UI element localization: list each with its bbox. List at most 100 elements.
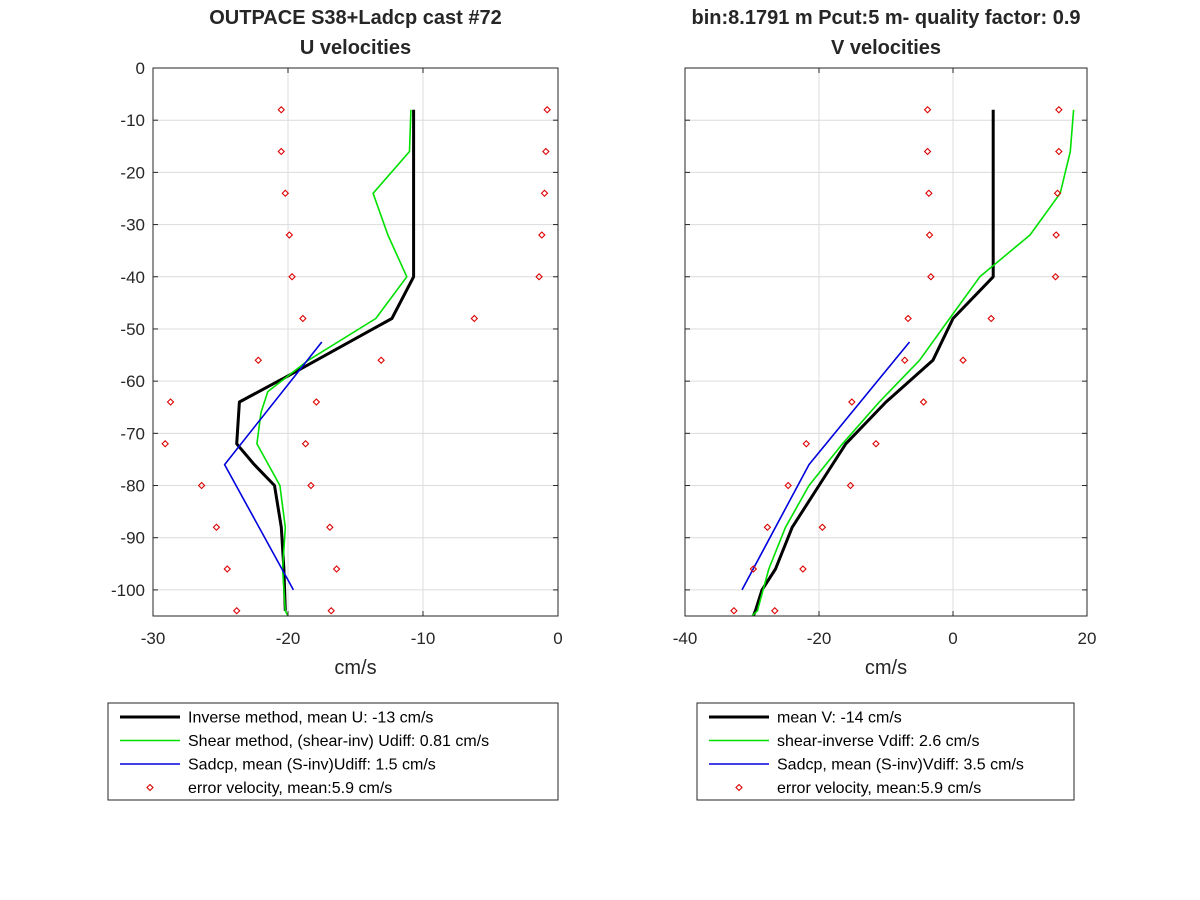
error-marker [232, 607, 241, 615]
error-marker [763, 523, 772, 532]
error-marker [848, 398, 856, 406]
y-tick-label: -80 [120, 477, 145, 496]
legend-label-1: shear-inverse Vdiff: 2.6 cm/s [777, 733, 979, 750]
error-marker [771, 607, 779, 615]
y-tick-label: -50 [120, 320, 145, 339]
error-marker [959, 356, 967, 365]
error-marker [925, 231, 934, 239]
x-tick-label: 0 [948, 629, 957, 648]
y-tick-label: -60 [120, 372, 145, 391]
error-marker [166, 398, 175, 406]
legend-label-0: mean V: -14 cm/s [777, 710, 902, 727]
legend-box [696, 702, 1075, 801]
chart-title: bin:8.1791 m Pcut:5 m- quality factor: 0… [692, 7, 1081, 29]
error-marker [543, 105, 551, 114]
error-marker [900, 356, 909, 365]
error-marker [301, 439, 310, 448]
series-line-2 [223, 341, 323, 591]
error-marker [538, 231, 546, 239]
error-marker [540, 189, 549, 198]
error-marker [749, 565, 758, 573]
x-tick-label: -20 [276, 629, 301, 648]
y-tick-label: 0 [136, 59, 145, 78]
error-marker [327, 607, 335, 615]
error-marker [987, 314, 995, 323]
error-marker [281, 189, 290, 198]
axes-box [684, 67, 1088, 617]
plot-area [153, 68, 558, 616]
legend: Inverse method, mean U: -13 cm/s Shear me… [107, 702, 559, 801]
error-marker [784, 481, 792, 490]
legend-swatch-3 [146, 783, 154, 792]
x-tick-label: -10 [411, 629, 436, 648]
chart-title: OUTPACE S38+Ladcp cast #72 [209, 7, 502, 29]
error-marker [277, 105, 286, 114]
x-tick-label: -20 [807, 629, 832, 648]
error-marker [197, 481, 206, 490]
y-tick-label: -90 [120, 529, 145, 548]
error-marker [1051, 272, 1060, 281]
error-marker [1055, 147, 1063, 156]
error-marker [1052, 231, 1060, 239]
y-tick-label: -20 [120, 163, 145, 182]
error-marker [799, 565, 807, 573]
error-marker [254, 356, 263, 365]
legend-label-0: Inverse method, mean U: -13 cm/s [188, 710, 433, 727]
legend-label-3: error velocity, mean:5.9 cm/s [188, 780, 392, 797]
error-marker [470, 314, 479, 323]
error-marker [223, 565, 232, 573]
error-marker [818, 523, 827, 532]
chart-subtitle: U velocities [300, 37, 411, 59]
series-line-0 [235, 109, 416, 611]
series-line-1 [256, 109, 412, 617]
error-marker [285, 231, 294, 239]
error-marker [377, 356, 385, 365]
x-tick-label: -30 [141, 629, 166, 648]
error-marker [1055, 105, 1063, 114]
error-marker [927, 272, 935, 281]
legend-label-1: Shear method, (shear-inv) Udiff: 0.81 cm… [188, 733, 489, 750]
error-marker [904, 314, 912, 323]
series-line-1 [751, 109, 1075, 617]
error-marker [161, 439, 169, 448]
error-marker [923, 147, 932, 156]
legend-label-2: Sadcp, mean (S-inv)Vdiff: 3.5 cm/s [777, 757, 1024, 774]
error-marker [872, 439, 880, 448]
x-tick-label: 20 [1078, 629, 1097, 648]
error-marker [288, 272, 296, 281]
series-line-0 [751, 109, 995, 617]
error-marker [802, 439, 811, 448]
x-tick-label: 0 [553, 629, 562, 648]
y-tick-label: -40 [120, 268, 145, 287]
x-axis-label: cm/s [865, 657, 907, 679]
x-tick-label: -40 [673, 629, 698, 648]
legend: mean V: -14 cm/s shear-inverse Vdiff: 2.6… [696, 702, 1075, 801]
error-marker [1053, 189, 1062, 198]
error-marker [326, 523, 334, 532]
u-velocity-panel: -30 -20 -10 00-10-20-30-40-50-60-70-80-90-1… [107, 7, 563, 801]
plot-area [685, 68, 1087, 616]
y-tick-label: -100 [111, 581, 145, 600]
error-marker [312, 398, 321, 406]
error-marker [925, 189, 933, 198]
error-marker [277, 147, 286, 156]
y-tick-label: -10 [120, 111, 145, 130]
x-axis-label: cm/s [334, 657, 376, 679]
legend-swatch-3 [735, 783, 743, 792]
error-marker [299, 314, 307, 323]
error-marker [535, 272, 543, 281]
legend-label-3: error velocity, mean:5.9 cm/s [777, 780, 981, 797]
error-marker [846, 481, 855, 490]
error-marker [542, 147, 550, 156]
series-line-2 [741, 341, 911, 591]
error-marker [730, 607, 738, 615]
v-velocity-panel: -40 -20 0 20 bin:8.1791 m Pcut:5 m- quality … [673, 7, 1097, 801]
error-marker [332, 565, 341, 573]
chart-subtitle: V velocities [831, 37, 941, 59]
error-marker [919, 398, 928, 406]
y-tick-label: -70 [120, 424, 145, 443]
axes-box [152, 67, 559, 617]
error-marker [307, 481, 315, 490]
error-marker [923, 105, 932, 114]
